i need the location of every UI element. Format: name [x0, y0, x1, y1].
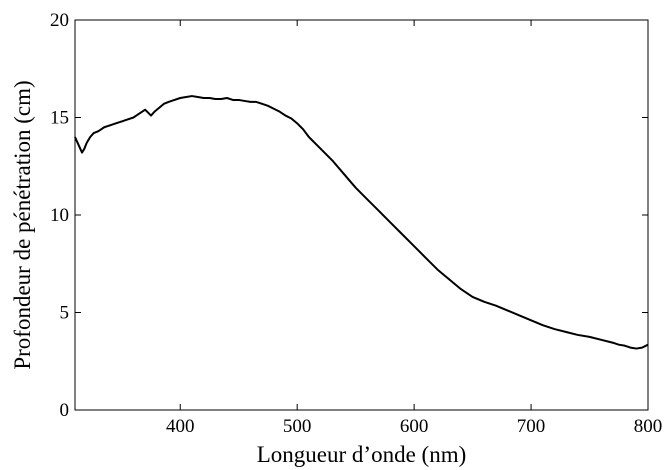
y-axis: 0 5 10 15 20	[50, 10, 648, 421]
x-axis-label: Longueur d’onde (nm)	[257, 442, 467, 467]
x-tick-label: 700	[517, 416, 546, 437]
x-tick-label: 500	[283, 416, 312, 437]
x-axis: 400 500 600 700 800	[166, 20, 662, 437]
y-axis-label: Profondeur de pénétration (cm)	[10, 80, 35, 369]
y-tick-label: 20	[50, 10, 69, 31]
plot-area	[74, 19, 649, 411]
x-tick-label: 600	[400, 416, 429, 437]
plot-frame	[74, 19, 649, 411]
y-tick-label: 15	[50, 108, 69, 129]
x-tick-label: 400	[166, 416, 195, 437]
y-tick-label: 10	[50, 205, 69, 226]
y-tick-label: 5	[60, 303, 70, 324]
y-tick-label: 0	[60, 400, 70, 421]
series-line-0	[74, 95, 649, 350]
x-tick-label: 800	[634, 416, 663, 437]
